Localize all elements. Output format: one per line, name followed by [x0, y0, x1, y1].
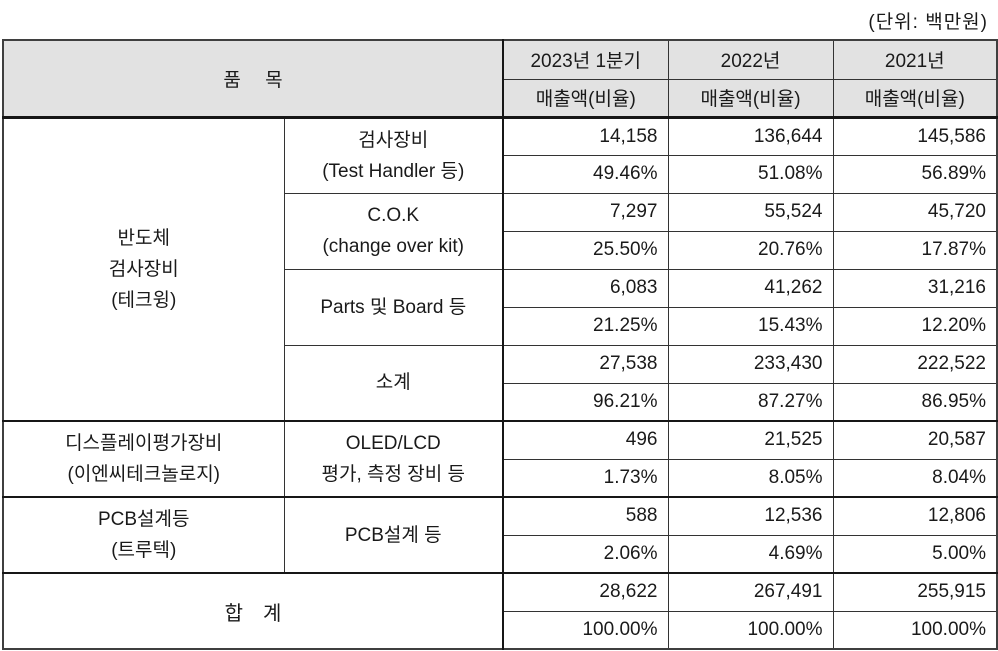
unit-label: (단위: 백만원): [868, 12, 988, 33]
subcategory-cell-subtotal: 소계: [283, 344, 504, 422]
table-row: 21.25% 15.43% 12.20%: [3, 306, 998, 346]
subcategory-cell-cok: C.O.K (change over kit): [283, 192, 504, 270]
ratio-cell: 56.89%: [832, 154, 998, 194]
table-row: 96.21% 87.27% 86.95%: [3, 382, 998, 422]
header-cell-measure-2023: 매출액(비율): [502, 78, 669, 119]
subcategory-cell-pcb-design: PCB설계 등: [283, 496, 504, 574]
ratio-cell: 21.25%: [502, 306, 669, 346]
total-amount-cell: 267,491: [667, 572, 834, 612]
table-row: 25.50% 20.76% 17.87%: [3, 230, 998, 270]
header-cell-measure-2021: 매출액(비율): [832, 78, 998, 119]
amount-cell: 7,297: [502, 192, 669, 232]
category-cell-semiconductor: 반도체 검사장비 (테크윙): [2, 116, 285, 422]
header-cell-period-2023: 2023년 1분기: [502, 39, 669, 80]
amount-cell: 14,158: [502, 116, 669, 156]
table-row-total: 합 계 28,622 267,491 255,915: [2, 572, 998, 650]
header-cell-period-2021: 2021년: [832, 39, 998, 80]
total-ratio-cell: 100.00%: [502, 610, 669, 650]
category-cell-pcb: PCB설계등 (트루텍): [2, 496, 285, 574]
total-ratio-cell: 100.00%: [667, 610, 834, 650]
subcategory-cell-oled-lcd: OLED/LCD 평가, 측정 장비 등: [283, 420, 504, 498]
amount-cell: 588: [502, 496, 669, 536]
subcategory-cell-parts-board: Parts 및 Board 등: [283, 268, 504, 346]
amount-cell: 12,806: [832, 496, 998, 536]
total-amount-cell: 255,915: [832, 572, 998, 612]
table-row: 디스플레이평가장비 (이엔씨테크놀로지) OLED/LCD 평가, 측정 장비 …: [2, 420, 998, 498]
ratio-cell: 17.87%: [832, 230, 998, 270]
amount-cell: 27,538: [502, 344, 669, 384]
ratio-cell: 12.20%: [832, 306, 998, 346]
total-amount-cell: 28,622: [502, 572, 669, 612]
table-row: 2.06% 4.69% 5.00%: [3, 534, 998, 574]
ratio-cell: 20.76%: [667, 230, 834, 270]
amount-cell: 136,644: [667, 116, 834, 156]
amount-cell: 233,430: [667, 344, 834, 384]
amount-cell: 222,522: [832, 344, 998, 384]
ratio-cell: 96.21%: [502, 382, 669, 422]
amount-cell: 45,720: [832, 192, 998, 232]
ratio-cell: 2.06%: [502, 534, 669, 574]
table-row: 반도체 검사장비 (테크윙) 검사장비 (Test Handler 등) 14,…: [2, 116, 998, 422]
ratio-cell: 5.00%: [832, 534, 998, 574]
table-row: Parts 및 Board 등 6,083 41,262 31,216: [3, 268, 998, 346]
ratio-cell: 51.08%: [667, 154, 834, 194]
subcategory-cell-test-handler: 검사장비 (Test Handler 등): [283, 116, 504, 194]
table-row: C.O.K (change over kit) 7,297 55,524 45,…: [3, 192, 998, 270]
header-cell-period-2022: 2022년: [667, 39, 834, 80]
total-ratio-cell: 100.00%: [832, 610, 998, 650]
ratio-cell: 25.50%: [502, 230, 669, 270]
amount-cell: 6,083: [502, 268, 669, 308]
amount-cell: 496: [502, 420, 669, 460]
amount-cell: 145,586: [832, 116, 998, 156]
total-label-cell: 합 계: [2, 572, 504, 650]
amount-cell: 21,525: [667, 420, 834, 460]
ratio-cell: 1.73%: [502, 458, 669, 498]
amount-cell: 31,216: [832, 268, 998, 308]
ratio-cell: 4.69%: [667, 534, 834, 574]
amount-cell: 20,587: [832, 420, 998, 460]
ratio-cell: 8.04%: [832, 458, 998, 498]
table-row: PCB설계등 (트루텍) PCB설계 등 588 12,536 12,806: [2, 496, 998, 574]
ratio-cell: 8.05%: [667, 458, 834, 498]
header-cell-item: 품 목: [2, 39, 504, 119]
category-cell-display: 디스플레이평가장비 (이엔씨테크놀로지): [2, 420, 285, 498]
revenue-table: 품 목 2023년 1분기 2022년 2021년 매출액(비율) 매출액(비율…: [2, 39, 998, 650]
table-row: 49.46% 51.08% 56.89%: [3, 154, 998, 194]
table-row-total: 100.00% 100.00% 100.00%: [3, 610, 998, 650]
ratio-cell: 87.27%: [667, 382, 834, 422]
ratio-cell: 15.43%: [667, 306, 834, 346]
amount-cell: 55,524: [667, 192, 834, 232]
ratio-cell: 86.95%: [832, 382, 998, 422]
amount-cell: 41,262: [667, 268, 834, 308]
amount-cell: 12,536: [667, 496, 834, 536]
table-row: 소계 27,538 233,430 222,522: [3, 344, 998, 422]
ratio-cell: 49.46%: [502, 154, 669, 194]
header-cell-measure-2022: 매출액(비율): [667, 78, 834, 119]
